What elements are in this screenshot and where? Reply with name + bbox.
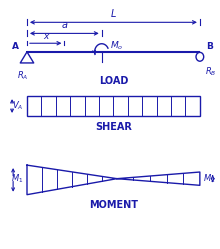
Text: $R_B$: $R_B$ [205, 65, 217, 78]
Text: $M_2$: $M_2$ [203, 172, 215, 185]
Text: a: a [61, 20, 67, 30]
Text: SHEAR: SHEAR [95, 122, 132, 132]
Text: $R_A$: $R_A$ [17, 69, 28, 82]
Text: x: x [43, 32, 48, 41]
Polygon shape [27, 165, 117, 195]
Text: $M_o$: $M_o$ [110, 39, 124, 52]
Text: MOMENT: MOMENT [89, 200, 138, 210]
Text: B: B [206, 42, 213, 51]
Text: $V_A$: $V_A$ [13, 100, 24, 112]
Text: A: A [11, 42, 18, 51]
Text: $M_1$: $M_1$ [11, 172, 24, 185]
Text: LOAD: LOAD [99, 76, 128, 86]
Polygon shape [117, 172, 200, 185]
Bar [27, 96, 200, 116]
Text: L: L [111, 9, 116, 19]
